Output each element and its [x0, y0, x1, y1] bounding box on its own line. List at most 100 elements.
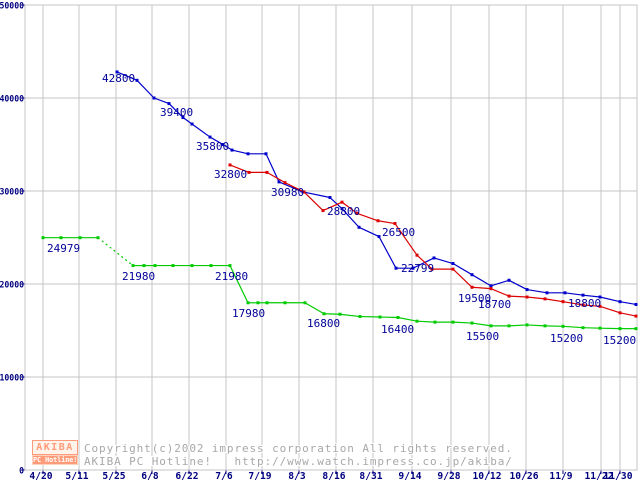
series-red-segment	[599, 305, 621, 314]
series-blue-point	[246, 152, 250, 156]
series-red-point	[321, 209, 325, 213]
series-green-segment	[229, 265, 249, 304]
series-red-point	[283, 181, 287, 185]
series-blue-point	[563, 291, 567, 295]
series-blue-segment	[209, 136, 224, 146]
series-blue-point	[432, 256, 436, 260]
series-blue-segment	[358, 226, 380, 238]
series-blue-point	[470, 273, 474, 277]
series-blue-segment	[116, 71, 138, 81]
series-blue-point	[545, 291, 549, 295]
series-green-point	[618, 327, 622, 331]
series-blue-segment	[265, 153, 280, 183]
series-blue-point	[340, 207, 344, 211]
series-blue-segment	[490, 279, 510, 287]
series-blue-point	[135, 78, 139, 82]
data-label: 15500	[466, 330, 499, 343]
x-tick-label: 9/28	[437, 471, 460, 480]
series-blue-segment	[619, 301, 637, 306]
series-blue-point	[181, 116, 185, 120]
series-green-segment	[452, 321, 473, 324]
series-blue-point	[451, 262, 455, 266]
x-tick-label: 7/6	[215, 471, 232, 480]
series-blue-point	[525, 288, 529, 292]
series-red-segment	[562, 301, 584, 306]
data-label: 17980	[232, 307, 265, 320]
series-blue-segment	[231, 149, 249, 155]
data-label: 18800	[568, 297, 601, 310]
series-blue-point	[489, 284, 493, 288]
series-red-segment	[582, 304, 601, 307]
series-green-point	[415, 319, 419, 323]
series-blue-point	[634, 302, 638, 306]
series-blue-segment	[191, 123, 211, 138]
series-red-segment	[416, 254, 433, 270]
data-label: 39400	[160, 106, 193, 119]
series-red-segment	[526, 296, 546, 300]
series-blue-point	[377, 235, 381, 239]
series-red-point	[634, 314, 638, 318]
series-blue-point	[264, 152, 268, 156]
x-tick-label: 6/8	[141, 471, 158, 480]
series-green-point	[96, 236, 100, 240]
series-blue-segment	[329, 197, 343, 210]
data-label: 22799	[401, 262, 434, 275]
series-red-point	[340, 200, 344, 204]
series-green-point	[598, 326, 602, 330]
data-label: 16800	[307, 317, 340, 330]
series-green-segment	[562, 325, 584, 329]
series-green-segment	[416, 320, 436, 323]
x-tick-label: 7/19	[248, 471, 271, 480]
data-label: 32800	[214, 168, 247, 181]
series-green-point	[470, 321, 474, 325]
series-red-point	[302, 190, 306, 194]
series-green-point	[507, 324, 511, 328]
series-red-segment	[303, 191, 324, 211]
data-label: 16400	[381, 323, 414, 336]
series-green-point	[489, 324, 493, 328]
series-blue-segment	[508, 279, 528, 291]
x-tick-label: 8/16	[322, 471, 345, 480]
series-green-point	[228, 264, 232, 268]
data-label: 19500	[458, 292, 491, 305]
series-green-segment	[397, 316, 418, 322]
series-blue-segment	[433, 257, 454, 265]
series-blue-segment	[582, 294, 601, 298]
series-green-point	[396, 315, 400, 319]
series-green-point	[209, 264, 213, 268]
series-green-point	[561, 324, 565, 328]
series-blue-point	[115, 70, 119, 74]
series-green-point	[78, 236, 82, 240]
data-label: 18700	[478, 298, 511, 311]
series-green-point	[634, 327, 638, 331]
series-red-point	[561, 300, 565, 304]
series-green-segment	[526, 324, 546, 327]
copyright-line-1: Copyright(c)2002 impress corporation All…	[84, 442, 513, 455]
series-blue-segment	[599, 296, 621, 303]
series-blue-segment	[278, 181, 304, 193]
series-blue-point	[190, 122, 194, 126]
series-red-segment	[356, 212, 379, 222]
series-blue-point	[221, 143, 225, 146]
series-green-point	[358, 315, 362, 319]
series-blue-segment	[302, 191, 331, 199]
series-blue-point	[152, 96, 156, 100]
x-tick-label: 6/22	[175, 471, 198, 480]
series-blue-point	[394, 266, 398, 270]
series-green-point	[171, 264, 175, 268]
series-blue-point	[277, 180, 281, 184]
series-green-point	[451, 320, 455, 324]
series-green-point	[525, 323, 529, 327]
series-red-segment	[394, 223, 418, 256]
series-blue-segment	[526, 288, 548, 294]
series-green-point	[153, 264, 157, 268]
y-tick-label: 50000	[0, 2, 24, 12]
series-blue-segment	[452, 263, 473, 276]
series-blue-segment	[412, 257, 435, 269]
series-green-segment	[471, 322, 492, 327]
data-label: 28800	[327, 205, 360, 218]
series-red-point	[598, 304, 602, 308]
series-red-point	[489, 287, 493, 291]
